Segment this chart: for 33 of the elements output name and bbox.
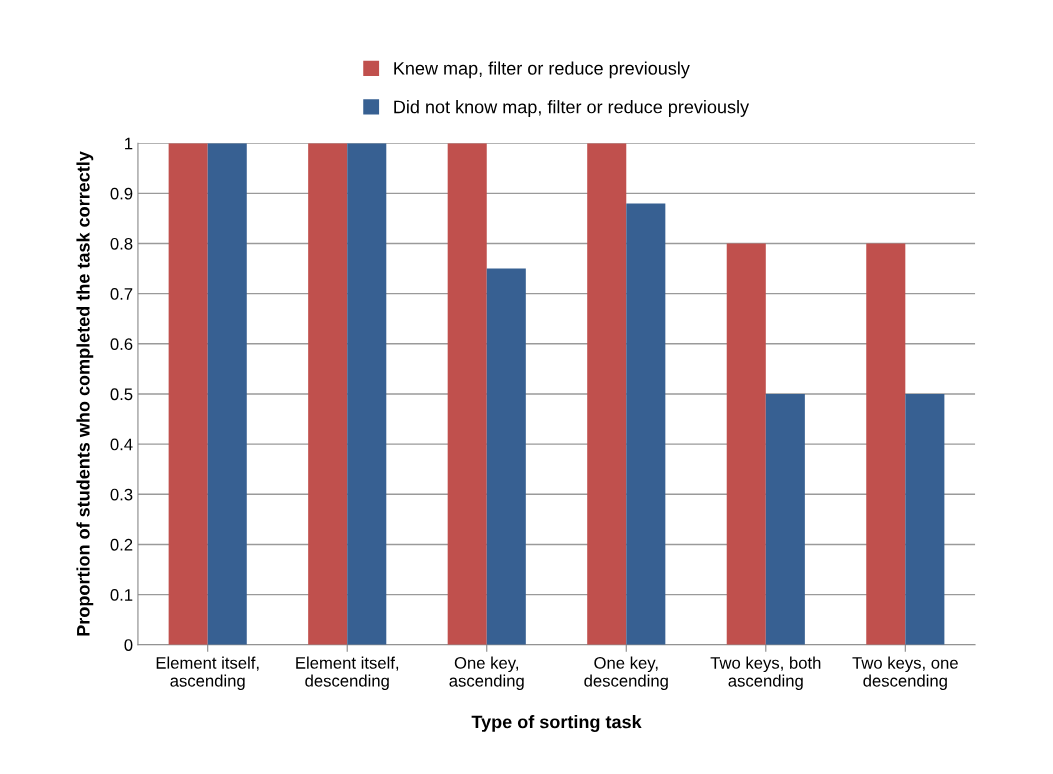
bar xyxy=(626,203,666,645)
x-tick-label: Element itself, descending xyxy=(296,656,399,691)
x-axis-title: Type of sorting task xyxy=(471,715,642,732)
bar xyxy=(866,243,906,645)
x-tick-label: One key, ascending xyxy=(449,656,524,691)
y-tick-label: 0.6 xyxy=(110,338,133,351)
bar xyxy=(587,143,627,645)
bar xyxy=(447,143,487,645)
y-tick-label: 0.9 xyxy=(110,187,133,200)
y-tick-label: 0.1 xyxy=(110,588,133,601)
y-tick-label: 0.2 xyxy=(110,538,133,551)
x-tick-label: One key, descending xyxy=(584,656,668,691)
bar xyxy=(726,243,766,645)
y-tick-label: 0 xyxy=(124,639,133,651)
bar xyxy=(168,143,208,645)
bar xyxy=(207,143,247,645)
x-tick-label: Element itself, ascending xyxy=(156,656,259,691)
legend-label: Did not know map, filter or reduce previously xyxy=(394,100,750,117)
y-tick-label: 0.3 xyxy=(110,488,133,501)
y-tick-label: 0.5 xyxy=(110,388,133,401)
y-tick-label: 0.8 xyxy=(110,237,133,250)
y-tick-label: 0.7 xyxy=(110,288,133,300)
x-tick-label: Two keys, one descending xyxy=(852,656,958,691)
bar xyxy=(486,268,526,645)
x-tick-label: Two keys, both ascending xyxy=(710,656,821,691)
bar xyxy=(308,143,348,645)
y-tick-label: 0.4 xyxy=(110,438,133,451)
bar xyxy=(765,393,805,645)
bar xyxy=(905,393,945,645)
y-tick-label: 1 xyxy=(125,137,133,150)
bar xyxy=(347,143,387,645)
y-axis-title: Proportion of students who completed the task correctly xyxy=(76,151,94,636)
legend-label: Knew map, filter or reduce previously xyxy=(394,61,690,79)
